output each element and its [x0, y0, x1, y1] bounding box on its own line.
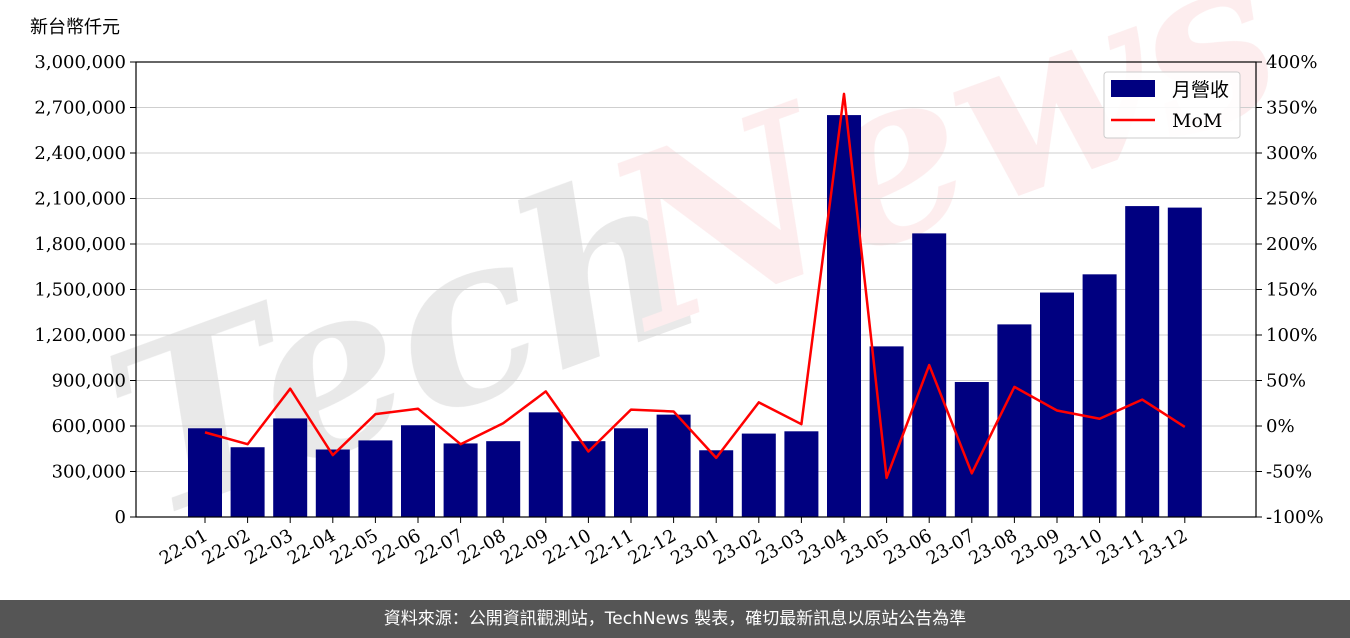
right-tick-label: 0%	[1266, 416, 1295, 437]
right-tick-label: 350%	[1266, 98, 1317, 119]
right-tick-label: 400%	[1266, 52, 1317, 73]
x-tick-label: 22-09	[497, 525, 552, 569]
bar	[571, 441, 606, 517]
bar	[699, 450, 734, 517]
bar	[741, 433, 776, 517]
x-tick-label: 23-01	[667, 525, 722, 569]
left-tick-label: 2,400,000	[34, 143, 126, 164]
right-tick-label: 200%	[1266, 234, 1317, 255]
right-tick-label: -50%	[1266, 462, 1312, 483]
left-axis-unit-label: 新台幣仟元	[30, 17, 120, 38]
x-tick-label: 23-05	[838, 525, 893, 569]
x-tick-label: 22-04	[284, 525, 339, 569]
mom-line-series	[204, 92, 1186, 480]
bar	[230, 447, 265, 517]
x-axis: 22-0122-0222-0322-0422-0522-0622-0722-08…	[156, 517, 1191, 569]
mom-line	[204, 92, 1186, 480]
left-tick-label: 600,000	[52, 416, 126, 437]
right-tick-label: 300%	[1266, 143, 1317, 164]
x-tick-label: 23-03	[752, 525, 807, 569]
legend-bar-swatch	[1111, 80, 1155, 97]
x-tick-label: 23-12	[1136, 525, 1191, 569]
right-tick-label: 250%	[1266, 189, 1317, 210]
revenue-chart: Tech News 0300,000600,000900,0001,200,00…	[30, 0, 1324, 572]
bar	[827, 115, 861, 517]
left-tick-label: 0	[115, 507, 126, 528]
bar	[273, 418, 308, 517]
bar	[528, 412, 563, 517]
x-tick-label: 23-02	[710, 525, 765, 569]
x-tick-label: 22-12	[625, 525, 680, 569]
x-tick-label: 23-04	[795, 525, 850, 569]
legend-bar-label: 月營收	[1172, 79, 1229, 101]
bar	[188, 428, 222, 517]
bar	[443, 443, 478, 517]
bar	[401, 425, 435, 517]
right-tick-label: -100%	[1266, 507, 1324, 528]
x-tick-label: 22-06	[369, 525, 424, 569]
right-tick-label: 50%	[1266, 371, 1306, 392]
left-tick-label: 900,000	[52, 371, 126, 392]
bar	[358, 440, 393, 517]
x-tick-label: 22-11	[582, 525, 637, 569]
left-tick-label: 1,500,000	[34, 280, 126, 301]
bar	[1125, 206, 1160, 518]
legend: 月營收 MoM	[1103, 71, 1241, 139]
bar	[784, 431, 819, 517]
right-tick-label: 100%	[1266, 325, 1317, 346]
left-y-axis: 0 300,000 600,000 900,000 1,200,000 1,500,000…	[34, 52, 136, 528]
x-tick-label: 23-10	[1051, 525, 1106, 569]
chart-area: Tech News 0 300,000 600,000 900,000 1,200,00…	[30, 0, 1324, 572]
bar	[614, 428, 648, 517]
bar	[1167, 207, 1202, 517]
bar	[1082, 274, 1117, 517]
x-tick-label: 23-09	[1008, 525, 1063, 569]
x-tick-label: 22-05	[326, 525, 381, 569]
source-footer: 資料來源：公開資訊觀測站，TechNews 製表，確切最新訊息以原站公告為準	[0, 600, 1350, 638]
legend-line-label: MoM	[1172, 110, 1222, 132]
left-tick-label: 300,000	[52, 462, 126, 483]
bar	[315, 449, 350, 517]
right-y-axis: -100% -50% 0% 50% 100% 150% 200% 250% 300% 350% 40…	[1256, 52, 1324, 528]
bar	[912, 233, 947, 517]
x-tick-label: 22-07	[412, 525, 467, 569]
x-tick-label: 23-06	[880, 525, 935, 569]
x-tick-label: 22-10	[539, 525, 594, 569]
x-tick-label: 23-07	[923, 525, 978, 569]
bar	[486, 441, 521, 517]
bar	[997, 324, 1032, 517]
x-tick-label: 23-08	[965, 525, 1020, 569]
left-tick-label: 2,700,000	[34, 98, 126, 119]
left-tick-label: 1,800,000	[34, 234, 126, 255]
x-tick-label: 23-11	[1093, 525, 1148, 569]
bar	[656, 414, 691, 517]
left-tick-label: 1,200,000	[34, 325, 126, 346]
left-tick-label: 2,100,000	[34, 189, 126, 210]
x-tick-label: 22-08	[454, 525, 509, 569]
right-tick-label: 150%	[1266, 280, 1317, 301]
left-tick-label: 3,000,000	[34, 52, 126, 73]
